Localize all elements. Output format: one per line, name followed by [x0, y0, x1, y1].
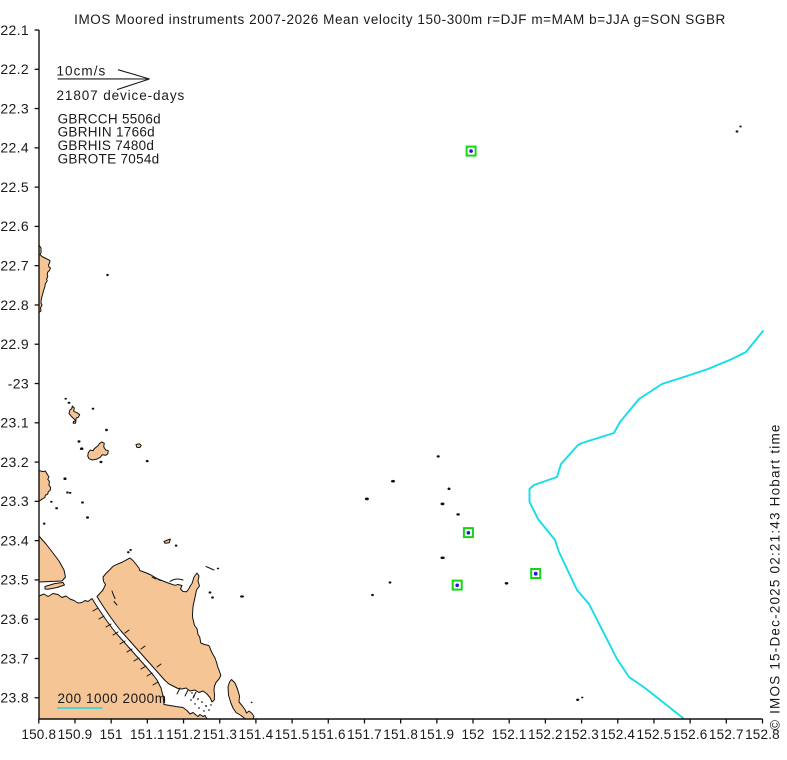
svg-text:GBRHIN 1766d: GBRHIN 1766d — [58, 125, 155, 140]
svg-text:23.3: 23.3 — [0, 493, 29, 509]
svg-text:22.3: 22.3 — [0, 100, 29, 116]
svg-text:152.1: 152.1 — [492, 727, 527, 742]
svg-text:151.6: 151.6 — [311, 727, 346, 742]
svg-text:22.5: 22.5 — [0, 179, 29, 195]
svg-text:152.3: 152.3 — [564, 727, 599, 742]
svg-text:22.4: 22.4 — [0, 140, 29, 156]
svg-text:152.8: 152.8 — [745, 727, 780, 742]
svg-text:-23: -23 — [8, 375, 29, 391]
svg-text:23.6: 23.6 — [0, 611, 29, 627]
svg-text:200 1000 2000m: 200 1000 2000m — [58, 691, 167, 706]
svg-text:152.2: 152.2 — [528, 727, 563, 742]
svg-text:GBRCCH 5506d: GBRCCH 5506d — [58, 111, 161, 126]
svg-text:150.9: 150.9 — [58, 727, 93, 742]
svg-text:23.8: 23.8 — [0, 690, 29, 706]
svg-text:152.4: 152.4 — [600, 727, 635, 742]
svg-text:151.8: 151.8 — [383, 727, 418, 742]
svg-text:23.1: 23.1 — [0, 415, 29, 431]
svg-text:22.9: 22.9 — [0, 336, 29, 352]
svg-text:22.2: 22.2 — [0, 61, 29, 77]
svg-text:152.5: 152.5 — [637, 727, 672, 742]
svg-text:23.5: 23.5 — [0, 572, 29, 588]
svg-text:151.4: 151.4 — [239, 727, 274, 742]
svg-text:IMOS Moored instruments 2007-2: IMOS Moored instruments 2007-2026 Mean v… — [74, 12, 726, 27]
svg-text:22.1: 22.1 — [0, 22, 29, 38]
svg-text:23.4: 23.4 — [0, 532, 29, 548]
svg-text:GBRHIS 7480d: GBRHIS 7480d — [58, 138, 155, 153]
svg-text:23.7: 23.7 — [0, 650, 29, 666]
svg-text:152.6: 152.6 — [673, 727, 708, 742]
svg-text:22.6: 22.6 — [0, 218, 29, 234]
svg-text:152.7: 152.7 — [709, 727, 744, 742]
svg-text:22.8: 22.8 — [0, 297, 29, 313]
svg-text:150.8: 150.8 — [21, 727, 56, 742]
svg-text:10cm/s: 10cm/s — [57, 63, 107, 78]
svg-text:21807 device-days: 21807 device-days — [57, 88, 186, 103]
svg-text:© IMOS 15-Dec-2025 02:21:43 Ho: © IMOS 15-Dec-2025 02:21:43 Hobart time — [768, 423, 783, 730]
svg-text:22.7: 22.7 — [0, 258, 29, 274]
svg-text:151: 151 — [100, 727, 123, 742]
svg-text:152: 152 — [461, 727, 484, 742]
svg-text:151.7: 151.7 — [347, 727, 382, 742]
svg-text:151.5: 151.5 — [275, 727, 310, 742]
svg-text:23.2: 23.2 — [0, 454, 29, 470]
svg-text:GBROTE 7054d: GBROTE 7054d — [58, 151, 160, 166]
svg-text:151.1: 151.1 — [130, 727, 165, 742]
svg-text:151.2: 151.2 — [166, 727, 201, 742]
svg-text:151.9: 151.9 — [419, 727, 454, 742]
svg-text:151.3: 151.3 — [202, 727, 237, 742]
